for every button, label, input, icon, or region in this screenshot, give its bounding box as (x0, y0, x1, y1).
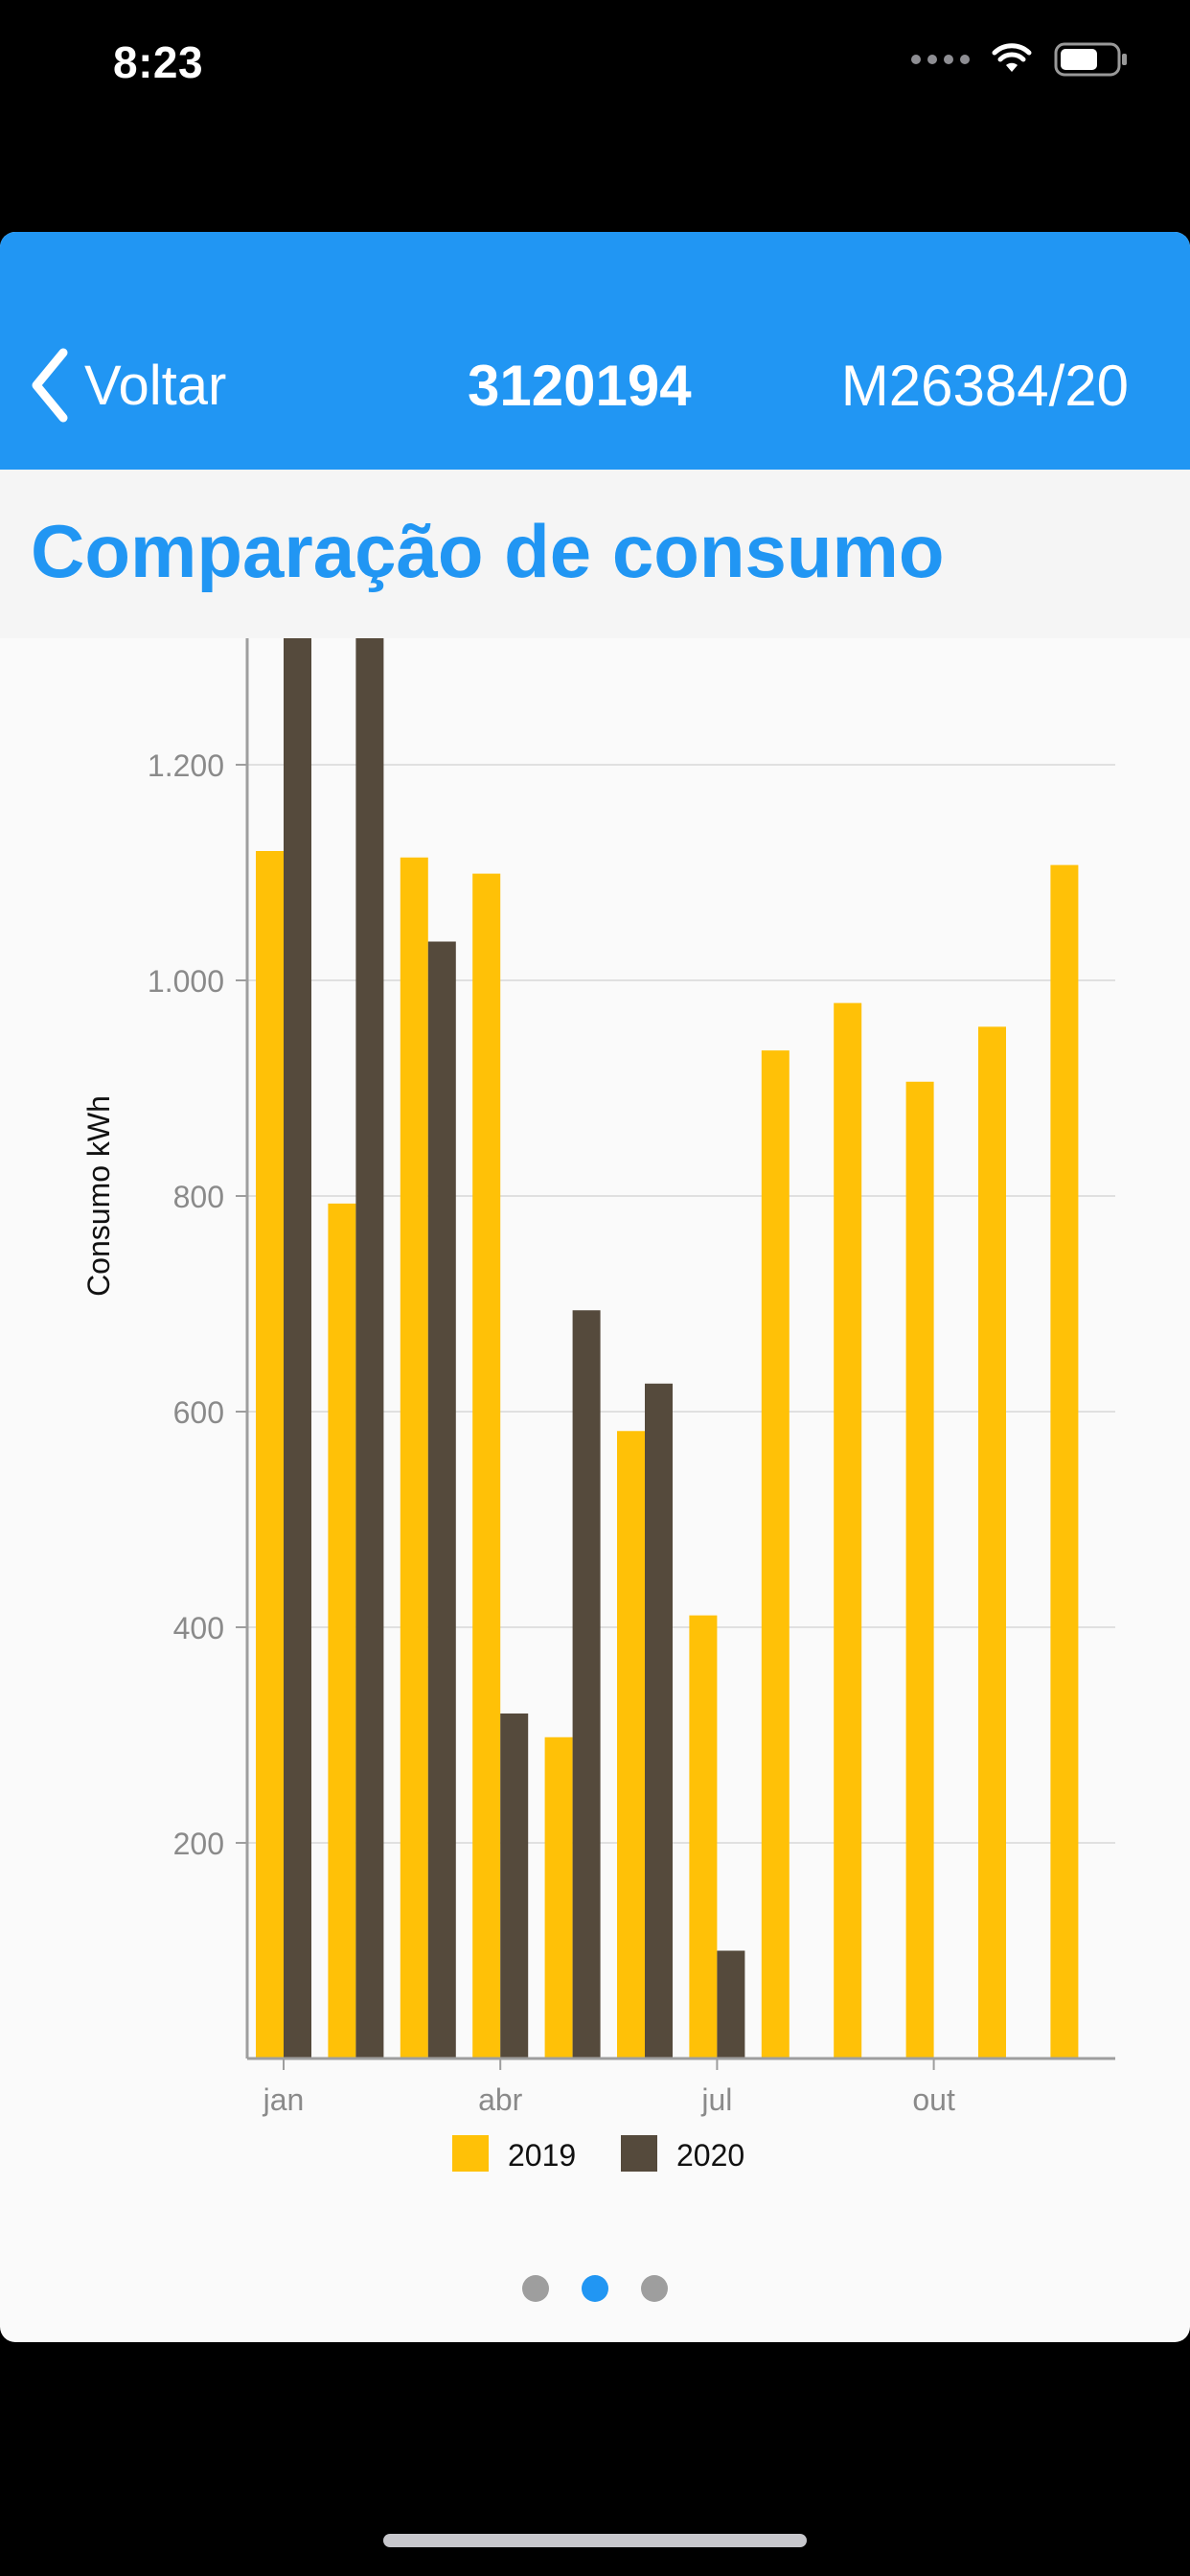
x-tick-label-out: out (912, 2082, 955, 2117)
status-time: 8:23 (113, 37, 204, 87)
bar-2019-dez (1050, 864, 1079, 2058)
bar-2019-ago (761, 1050, 790, 2058)
y-tick-label: 400 (173, 1611, 224, 1645)
consumption-chart: 2004006008001.0001.2001.4001.600Consumo … (0, 638, 1190, 2172)
wifi-icon (992, 43, 1032, 72)
bar-2019-mar (400, 857, 428, 2058)
x-tick-label-jan: jan (263, 2082, 305, 2117)
y-tick-label: 1.000 (148, 964, 224, 999)
y-tick-label: 1.200 (148, 748, 224, 783)
bar-2020-jun (645, 1383, 673, 2058)
meter-code: M26384/20 (840, 354, 1129, 418)
bar-2020-fev (355, 638, 384, 2058)
bar-2019-mai (544, 1736, 573, 2058)
page-title: Comparação de consumo (31, 509, 945, 593)
bar-2020-abr (500, 1714, 529, 2058)
consumption-card: Voltar 3120194 M26384/20 Comparação de c… (0, 232, 1190, 2342)
nav-bar: Voltar 3120194 M26384/20 (0, 232, 1190, 470)
bar-2019-out (905, 1081, 934, 2058)
status-icons (911, 42, 1129, 77)
chart-svg: 2004006008001.0001.2001.4001.600Consumo … (81, 638, 1115, 2172)
chevron-left-icon (32, 348, 68, 423)
bar-2019-set (834, 1002, 862, 2058)
bar-2019-jan (256, 851, 284, 2058)
legend-swatch-2019 (452, 2135, 489, 2172)
legend-label-2019: 2019 (508, 2138, 576, 2172)
installation-id: 3120194 (468, 354, 692, 418)
y-tick-label: 800 (173, 1180, 224, 1214)
legend-swatch-2020 (621, 2135, 657, 2172)
back-label: Voltar (84, 354, 227, 417)
signal-icon (911, 55, 970, 64)
legend-label-2020: 2020 (676, 2138, 744, 2172)
bar-2020-jul (717, 1950, 745, 2058)
x-tick-label-abr: abr (478, 2082, 523, 2117)
y-tick-label: 200 (173, 1827, 224, 1861)
y-tick-label: 600 (173, 1395, 224, 1430)
page-dot[interactable] (582, 2275, 608, 2302)
x-tick-label-jul: jul (700, 2082, 732, 2117)
bar-2020-mar (427, 941, 456, 2058)
page-indicator (0, 2275, 1190, 2302)
bar-2020-jan (284, 638, 311, 2058)
bar-2019-jun (617, 1431, 645, 2058)
bar-2019-nov (978, 1026, 1006, 2058)
home-indicator[interactable] (383, 2534, 807, 2547)
bar-2020-mai (572, 1310, 601, 2058)
bar-2019-abr (472, 873, 501, 2058)
page-dot[interactable] (522, 2275, 549, 2302)
title-band: Comparação de consumo (0, 470, 1190, 638)
page-dot[interactable] (641, 2275, 668, 2302)
bar-2019-jul (689, 1615, 718, 2058)
bar-2019-fev (328, 1203, 356, 2058)
back-button[interactable]: Voltar (29, 347, 226, 424)
y-axis-label: Consumo kWh (81, 1095, 116, 1297)
battery-icon (1054, 42, 1127, 77)
